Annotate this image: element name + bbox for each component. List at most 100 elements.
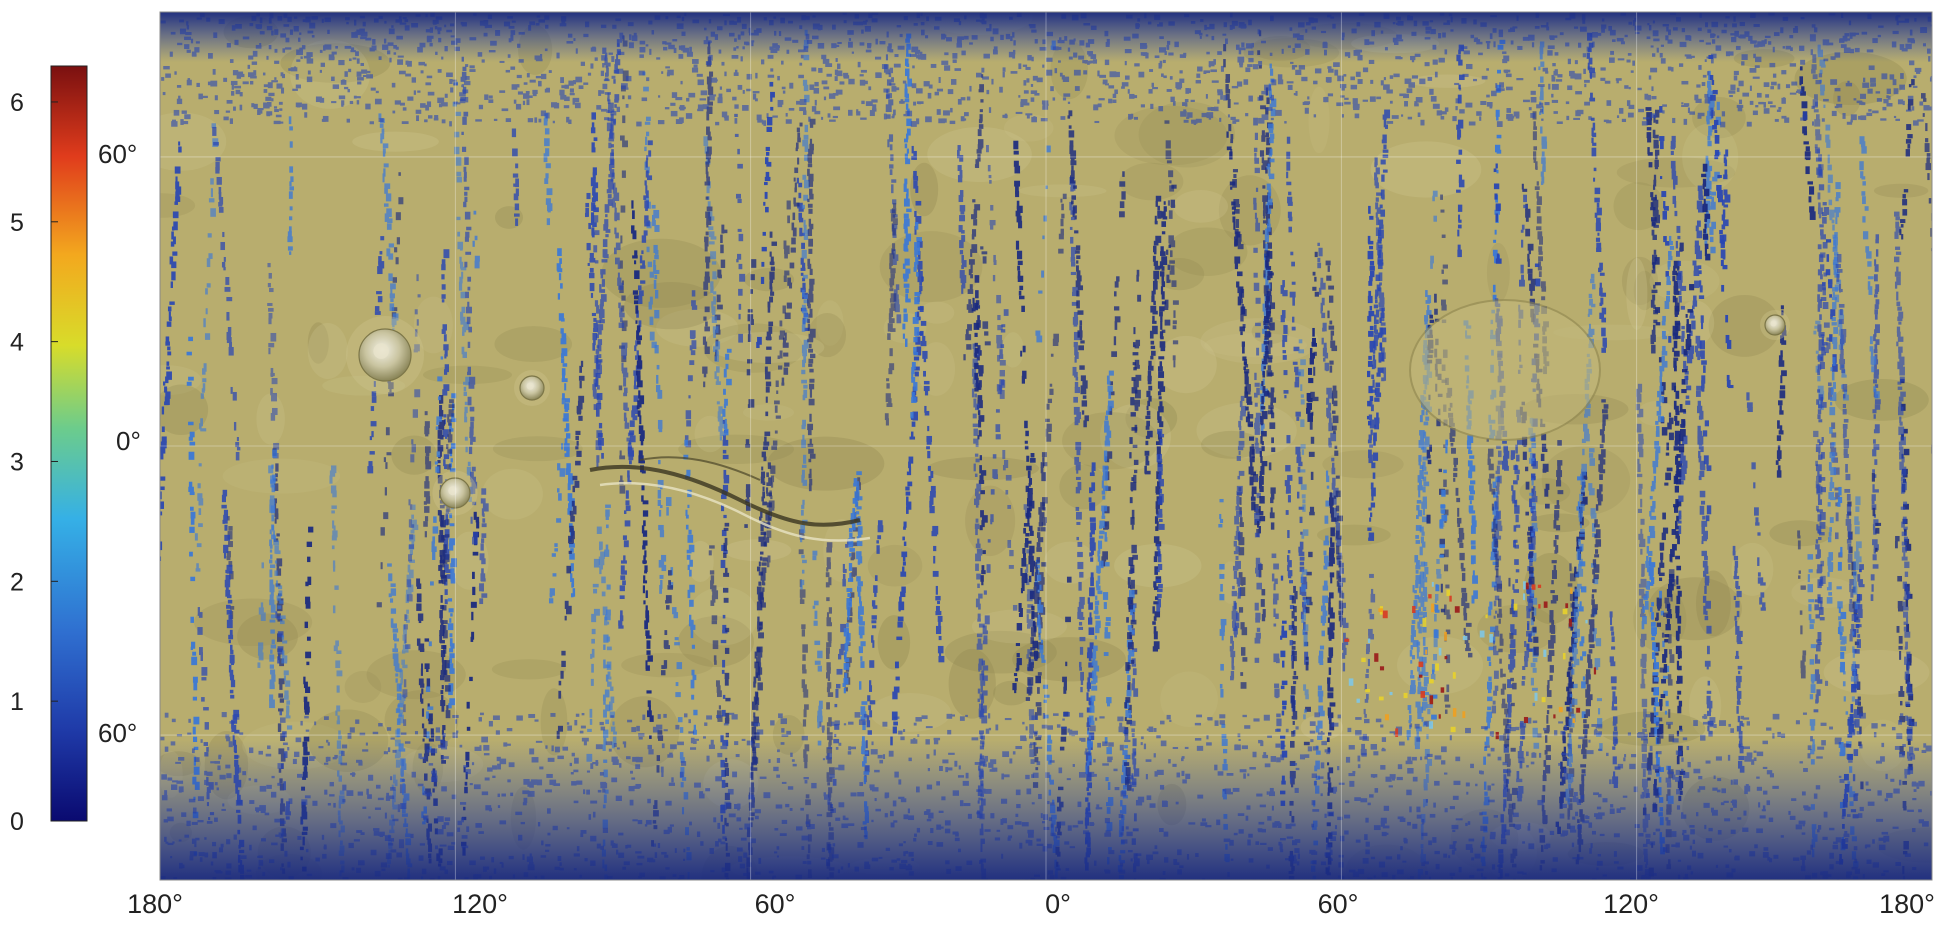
coverage-sample	[658, 559, 665, 568]
coverage-sample	[725, 627, 730, 633]
coverage-sample	[1653, 179, 1657, 187]
coverage-sample	[1670, 160, 1676, 169]
coverage-sample	[599, 284, 602, 293]
coverage-sample	[684, 435, 689, 440]
coverage-sample	[160, 441, 167, 449]
coverage-sample	[1159, 386, 1166, 392]
coverage-sample	[1568, 676, 1572, 686]
coverage-sample	[591, 312, 596, 317]
coverage-sample	[1017, 275, 1024, 282]
coverage-sample	[1686, 355, 1693, 364]
coverage-sample	[660, 504, 663, 509]
coverage-sample	[724, 398, 728, 406]
coverage-sample	[656, 374, 659, 384]
coverage-sample	[1161, 291, 1165, 300]
coverage-sample	[587, 728, 592, 732]
coverage-sample	[416, 274, 419, 282]
coverage-sample	[1577, 476, 1583, 481]
coverage-sample	[1709, 74, 1714, 81]
coverage-sample	[289, 206, 293, 211]
coverage-sample	[1679, 480, 1684, 485]
coverage-sample	[1103, 602, 1107, 610]
coverage-sample	[618, 385, 623, 391]
coverage-sample	[1151, 290, 1155, 300]
coverage-sample	[457, 231, 461, 237]
coverage-sample	[858, 646, 863, 654]
coverage-sample	[450, 418, 457, 423]
coverage-sample	[1272, 598, 1278, 605]
coverage-sample	[1266, 242, 1273, 249]
coverage-sample	[1015, 668, 1019, 672]
coverage-sample	[1691, 320, 1696, 330]
coverage-sample	[1507, 719, 1512, 724]
coverage-sample	[1289, 605, 1295, 609]
coverage-sample	[1778, 430, 1784, 435]
coverage-sample	[1130, 579, 1135, 589]
coverage-sample	[1268, 188, 1272, 197]
coverage-sample	[1821, 477, 1826, 481]
coverage-sample	[1371, 462, 1376, 469]
coverage-sample	[593, 379, 598, 387]
coverage-sample	[1331, 482, 1336, 490]
coverage-sample	[762, 582, 766, 586]
coverage-sample	[1837, 496, 1843, 504]
coverage-sample	[1797, 530, 1801, 537]
coverage-sample	[904, 88, 908, 98]
coverage-sample	[1935, 278, 1938, 282]
coverage-sample	[1309, 357, 1314, 365]
coverage-sample	[904, 98, 910, 103]
coverage-sample	[1668, 569, 1675, 579]
coverage-sample	[1735, 600, 1740, 608]
coverage-sample	[1508, 709, 1512, 718]
coverage-sample	[1835, 492, 1840, 500]
coverage-sample	[1736, 690, 1742, 699]
coverage-sample	[1601, 327, 1606, 337]
coverage-sample	[1494, 209, 1500, 215]
coverage-sample	[722, 439, 729, 447]
coverage-sample	[614, 99, 619, 103]
coverage-sample	[1674, 200, 1677, 208]
coverage-sample	[1417, 681, 1422, 688]
coverage-sample	[975, 563, 979, 571]
coverage-sample	[1513, 525, 1517, 532]
coverage-sample	[814, 660, 821, 665]
coverage-swath	[1870, 234, 1881, 601]
coverage-sample	[1777, 465, 1781, 473]
coverage-sample	[1538, 251, 1543, 255]
coverage-sample	[474, 260, 480, 269]
coverage-sample	[1872, 484, 1875, 493]
coverage-sample	[858, 596, 862, 604]
coverage-sample	[1021, 578, 1028, 584]
coverage-sample	[855, 511, 860, 515]
coverage-sample	[1301, 449, 1305, 455]
coverage-sample	[979, 673, 985, 681]
terrain-shade	[744, 268, 795, 292]
terrain-shade	[1308, 86, 1330, 154]
coverage-sample	[984, 615, 990, 625]
coverage-sample	[1072, 316, 1079, 325]
coverage-sample	[1225, 84, 1229, 93]
coverage-sample	[1122, 171, 1125, 177]
coverage-sample	[1028, 659, 1034, 665]
coverage-sample	[1905, 678, 1910, 684]
coverage-sample	[1803, 141, 1809, 145]
coverage-sample	[1714, 134, 1720, 144]
coverage-sample	[722, 624, 727, 633]
coverage-sample	[155, 581, 159, 588]
coverage-sample	[1282, 340, 1285, 348]
coverage-sample	[1471, 515, 1476, 524]
coverage-sample	[1017, 270, 1021, 279]
coverage-sample	[1696, 230, 1703, 239]
coverage-sample	[1079, 636, 1086, 642]
coverage-sample	[1274, 688, 1280, 698]
coverage-sample	[1035, 737, 1042, 741]
coverage-sample	[1302, 504, 1306, 512]
coverage-sample	[1541, 156, 1546, 164]
coverage-sample	[898, 601, 905, 611]
coverage-sample	[1706, 505, 1712, 515]
coverage-sample	[1839, 324, 1843, 330]
coverage-sample	[1073, 311, 1078, 320]
coverage-sample	[1088, 672, 1094, 678]
coverage-sample	[1237, 592, 1241, 599]
coverage-sample	[1161, 256, 1168, 266]
